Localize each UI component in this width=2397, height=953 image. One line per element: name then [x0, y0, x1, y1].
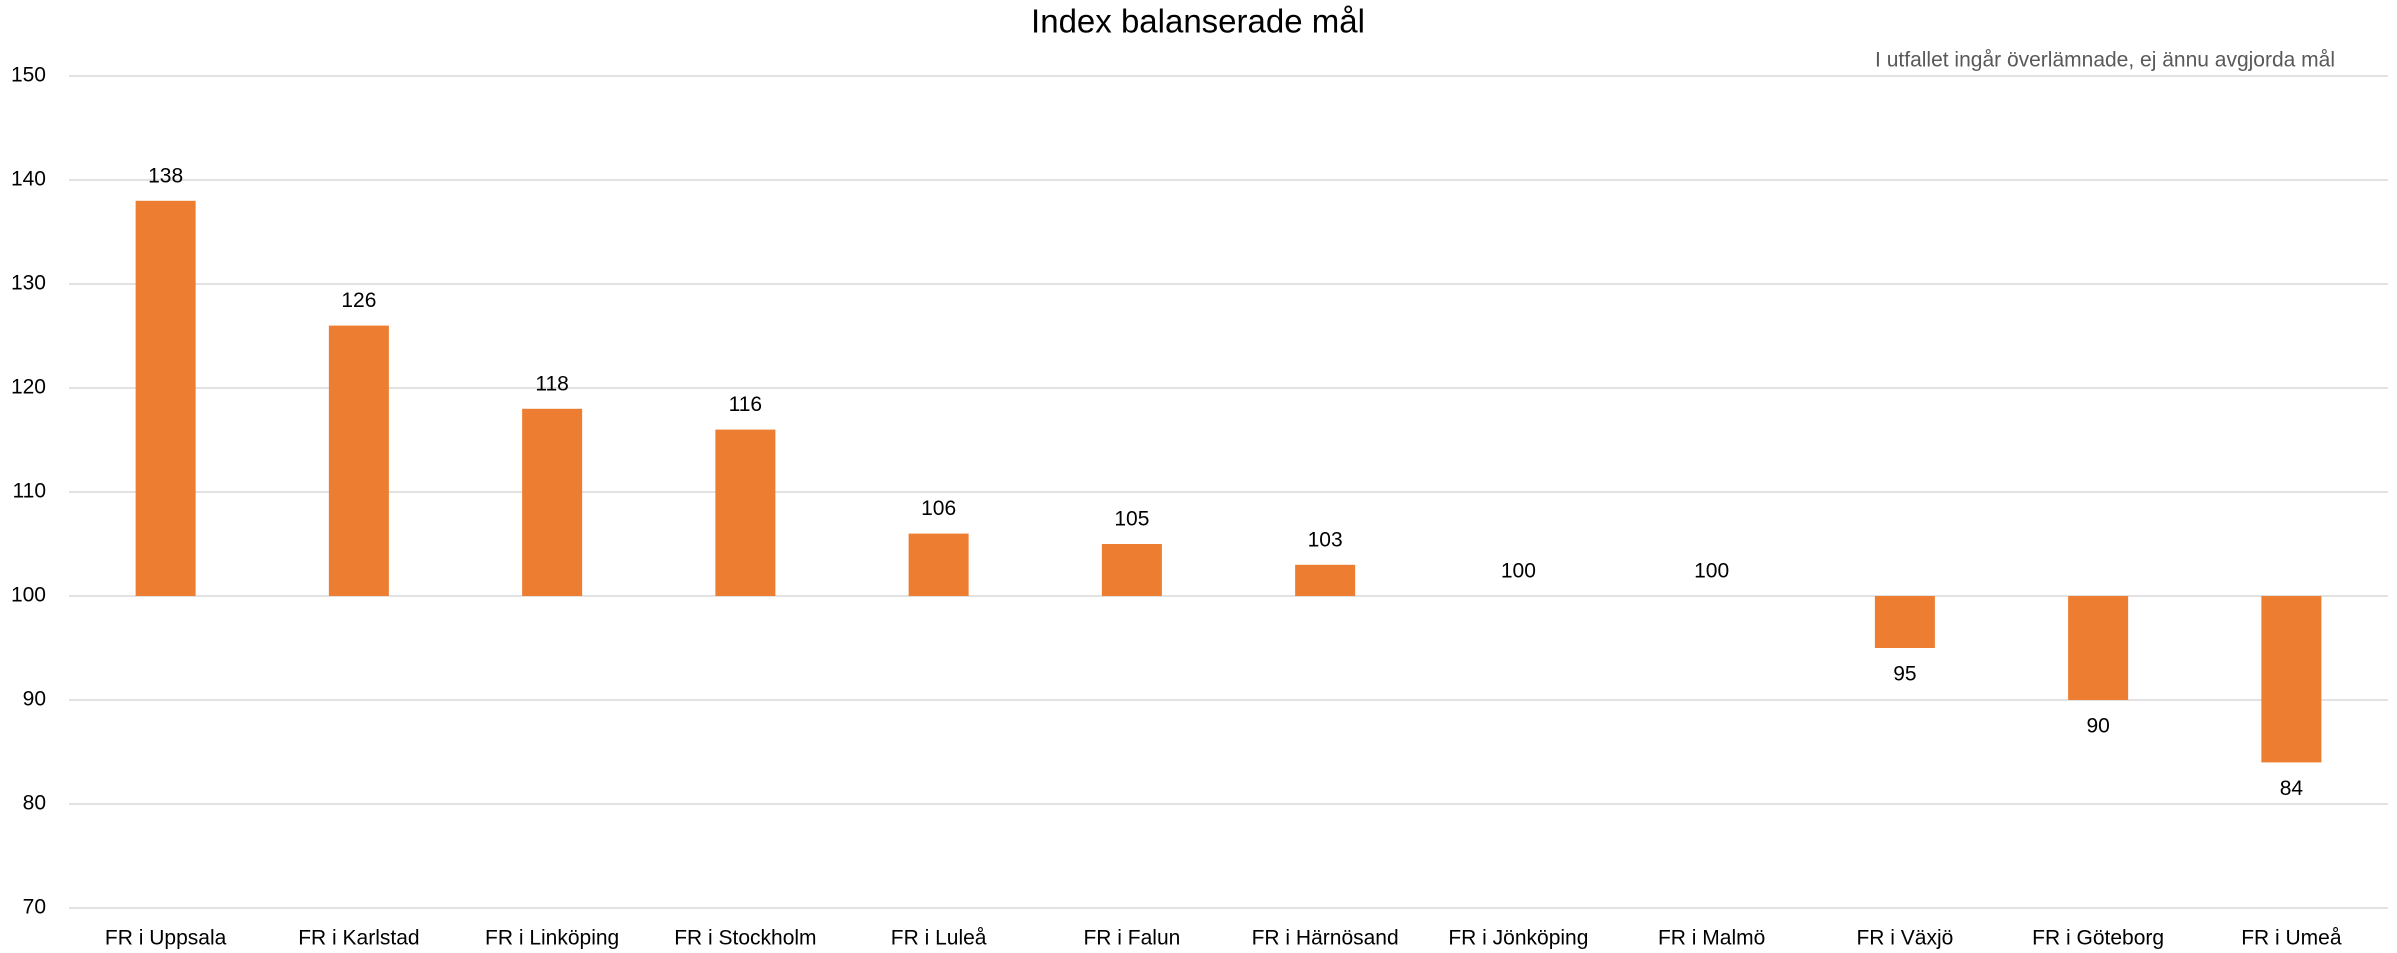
- bar: [908, 533, 969, 596]
- x-tick-label: FR i Luleå: [891, 927, 987, 950]
- y-tick-label: 90: [23, 688, 46, 711]
- x-tick-label: FR i Umeå: [2241, 927, 2342, 950]
- y-tick-label: 150: [11, 64, 46, 87]
- value-label: 116: [729, 393, 762, 416]
- bar: [715, 429, 776, 596]
- y-tick-label: 120: [11, 376, 46, 399]
- x-tick-label: FR i Härnösand: [1252, 927, 1399, 950]
- x-tick-label: FR i Malmö: [1658, 927, 1765, 950]
- value-label: 118: [535, 372, 568, 395]
- y-tick-label: 100: [11, 584, 46, 607]
- x-tick-label: FR i Jönköping: [1448, 927, 1588, 950]
- value-label: 106: [921, 497, 956, 520]
- bar: [1295, 564, 1356, 596]
- bar: [2261, 596, 2322, 763]
- x-tick-label: FR i Linköping: [485, 927, 619, 950]
- value-label: 100: [1694, 560, 1729, 583]
- annotation: I utfallet ingår överlämnade, ej ännu av…: [1875, 49, 2335, 72]
- x-tick-label: FR i Uppsala: [105, 927, 227, 950]
- y-tick-label: 140: [11, 168, 46, 191]
- value-label: 105: [1114, 508, 1149, 531]
- bar: [328, 325, 389, 596]
- x-tick-label: FR i Göteborg: [2032, 927, 2164, 950]
- bar: [1101, 544, 1162, 596]
- value-label: 103: [1308, 528, 1343, 551]
- x-tick-label: FR i Falun: [1083, 927, 1180, 950]
- bar: [1874, 596, 1935, 648]
- y-tick-label: 70: [23, 896, 46, 919]
- bar: [135, 200, 196, 597]
- value-label: 95: [1893, 663, 1916, 686]
- x-tick-label: FR i Växjö: [1856, 927, 1953, 950]
- y-tick-label: 80: [23, 792, 46, 815]
- value-label: 90: [2086, 715, 2109, 738]
- chart-title: Index balanserade mål: [1031, 3, 1365, 40]
- value-label: 138: [148, 164, 183, 187]
- x-tick-label: FR i Stockholm: [674, 927, 816, 950]
- bar: [522, 408, 583, 596]
- y-tick-label: 130: [11, 272, 46, 295]
- value-label: 126: [341, 289, 376, 312]
- value-label: 100: [1501, 560, 1536, 583]
- value-label: 84: [2280, 777, 2304, 800]
- x-tick-label: FR i Karlstad: [298, 927, 419, 950]
- bar: [2068, 596, 2129, 700]
- y-tick-label: 110: [13, 480, 46, 503]
